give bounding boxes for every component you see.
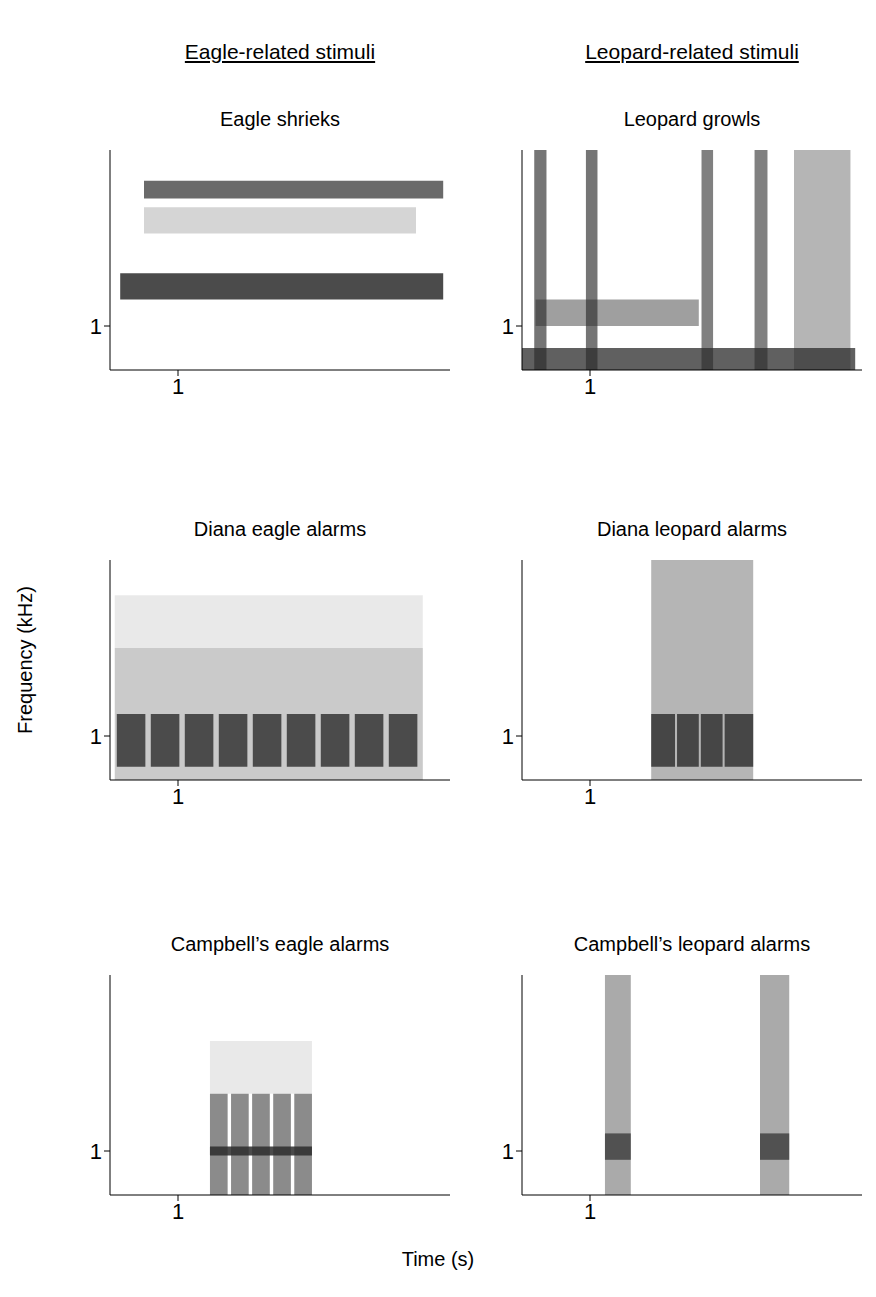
svg-text:1: 1	[172, 784, 184, 809]
svg-text:1: 1	[90, 314, 102, 339]
svg-text:1: 1	[502, 724, 514, 749]
svg-text:1: 1	[584, 784, 596, 809]
html-text:Campbell’s leopard alarms: Campbell’s leopard alarms	[573, 933, 811, 955]
html-text:Eagle-related stimuli: Eagle-related stimuli	[184, 40, 376, 63]
svg-text:1: 1	[172, 374, 184, 399]
html-text:Leopard growls: Leopard growls	[623, 108, 761, 130]
svg-text:1: 1	[90, 1139, 102, 1164]
svg-text:1: 1	[90, 724, 102, 749]
html-text:Campbell’s eagle alarms: Campbell’s eagle alarms	[170, 933, 390, 955]
svg-text:1: 1	[502, 1139, 514, 1164]
svg-text:1: 1	[502, 314, 514, 339]
svg-text:1: 1	[172, 1199, 184, 1224]
html-text:Eagle shrieks: Eagle shrieks	[220, 108, 340, 130]
html-text:Frequency (kHz): Frequency (kHz)	[13, 586, 36, 734]
html-text:Diana eagle alarms: Diana eagle alarms	[193, 518, 367, 540]
html-text:Leopard-related stimuli: Leopard-related stimuli	[585, 40, 799, 63]
html-text:Diana leopard alarms: Diana leopard alarms	[596, 518, 787, 540]
html-text:Time (s): Time (s)	[401, 1248, 475, 1270]
svg-text:1: 1	[584, 1199, 596, 1224]
svg-text:1: 1	[584, 374, 596, 399]
